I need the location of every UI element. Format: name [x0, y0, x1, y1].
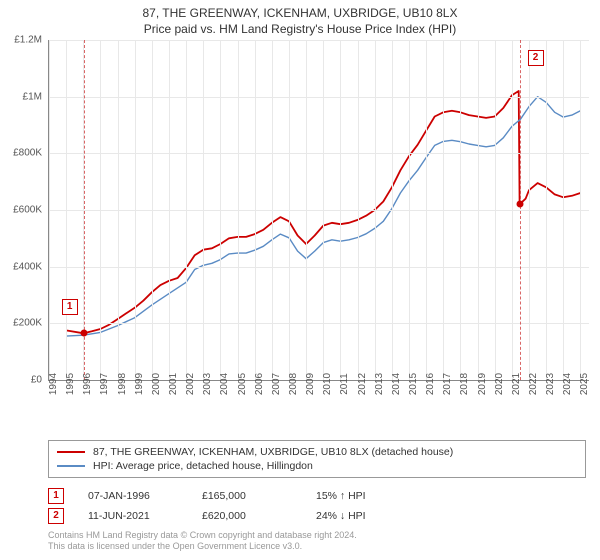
x-axis-label: 2016 [425, 373, 436, 395]
chart-area: 12 £0£200K£400K£600K£800K£1M£1.2M1994199… [48, 40, 588, 410]
x-axis-label: 2012 [357, 373, 368, 395]
x-axis-label: 2011 [339, 373, 350, 395]
transaction-price: £165,000 [202, 490, 292, 502]
x-axis-label: 2014 [391, 373, 402, 395]
legend-item: 87, THE GREENWAY, ICKENHAM, UXBRIDGE, UB… [57, 445, 577, 459]
x-axis-label: 2001 [168, 373, 179, 395]
chart-subtitle: Price paid vs. HM Land Registry's House … [0, 22, 600, 40]
x-axis-label: 2019 [477, 373, 488, 395]
transaction-date: 07-JAN-1996 [88, 490, 178, 502]
x-axis-label: 2021 [511, 373, 522, 395]
marker-box: 2 [528, 50, 544, 66]
x-axis-label: 2023 [545, 373, 556, 395]
plot-area: 12 [48, 40, 589, 381]
marker-box: 1 [62, 299, 78, 315]
x-axis-label: 1998 [117, 373, 128, 395]
transaction-marker: 2 [48, 508, 64, 524]
x-axis-label: 1994 [48, 373, 59, 395]
footer-attribution: Contains HM Land Registry data © Crown c… [48, 530, 357, 552]
legend-item: HPI: Average price, detached house, Hill… [57, 459, 577, 473]
legend-swatch [57, 451, 85, 454]
y-axis-label: £0 [2, 375, 42, 386]
y-axis-label: £1M [2, 91, 42, 102]
x-axis-label: 2022 [528, 373, 539, 395]
footer-line: Contains HM Land Registry data © Crown c… [48, 530, 357, 541]
marker-dot [516, 201, 523, 208]
x-axis-label: 2004 [219, 373, 230, 395]
y-axis-label: £600K [2, 205, 42, 216]
x-axis-label: 2015 [408, 373, 419, 395]
transaction-price: £620,000 [202, 510, 292, 522]
x-axis-label: 2002 [185, 373, 196, 395]
x-axis-label: 2003 [202, 373, 213, 395]
x-axis-label: 2025 [579, 373, 590, 395]
x-axis-label: 2024 [562, 373, 573, 395]
x-axis-label: 2018 [459, 373, 470, 395]
y-axis-label: £800K [2, 148, 42, 159]
y-axis-label: £400K [2, 261, 42, 272]
table-row: 2 11-JUN-2021 £620,000 24% ↓ HPI [48, 506, 406, 526]
transaction-delta: 24% ↓ HPI [316, 510, 406, 522]
footer-line: This data is licensed under the Open Gov… [48, 541, 357, 552]
x-axis-label: 2006 [254, 373, 265, 395]
transactions-table: 1 07-JAN-1996 £165,000 15% ↑ HPI 2 11-JU… [48, 486, 406, 526]
x-axis-label: 2017 [442, 373, 453, 395]
x-axis-label: 2009 [305, 373, 316, 395]
x-axis-label: 2008 [288, 373, 299, 395]
transaction-marker: 1 [48, 488, 64, 504]
x-axis-label: 2013 [374, 373, 385, 395]
y-axis-label: £200K [2, 318, 42, 329]
x-axis-label: 2020 [494, 373, 505, 395]
transaction-delta: 15% ↑ HPI [316, 490, 406, 502]
legend-swatch [57, 465, 85, 467]
x-axis-label: 2007 [271, 373, 282, 395]
y-axis-label: £1.2M [2, 35, 42, 46]
x-axis-label: 1996 [82, 373, 93, 395]
table-row: 1 07-JAN-1996 £165,000 15% ↑ HPI [48, 486, 406, 506]
chart-title: 87, THE GREENWAY, ICKENHAM, UXBRIDGE, UB… [0, 0, 600, 22]
marker-dot [80, 330, 87, 337]
x-axis-label: 2005 [237, 373, 248, 395]
legend-label: 87, THE GREENWAY, ICKENHAM, UXBRIDGE, UB… [93, 446, 453, 458]
x-axis-label: 2010 [322, 373, 333, 395]
x-axis-label: 1999 [134, 373, 145, 395]
legend-label: HPI: Average price, detached house, Hill… [93, 460, 313, 472]
legend: 87, THE GREENWAY, ICKENHAM, UXBRIDGE, UB… [48, 440, 586, 478]
x-axis-label: 1997 [99, 373, 110, 395]
x-axis-label: 2000 [151, 373, 162, 395]
x-axis-label: 1995 [65, 373, 76, 395]
transaction-date: 11-JUN-2021 [88, 510, 178, 522]
